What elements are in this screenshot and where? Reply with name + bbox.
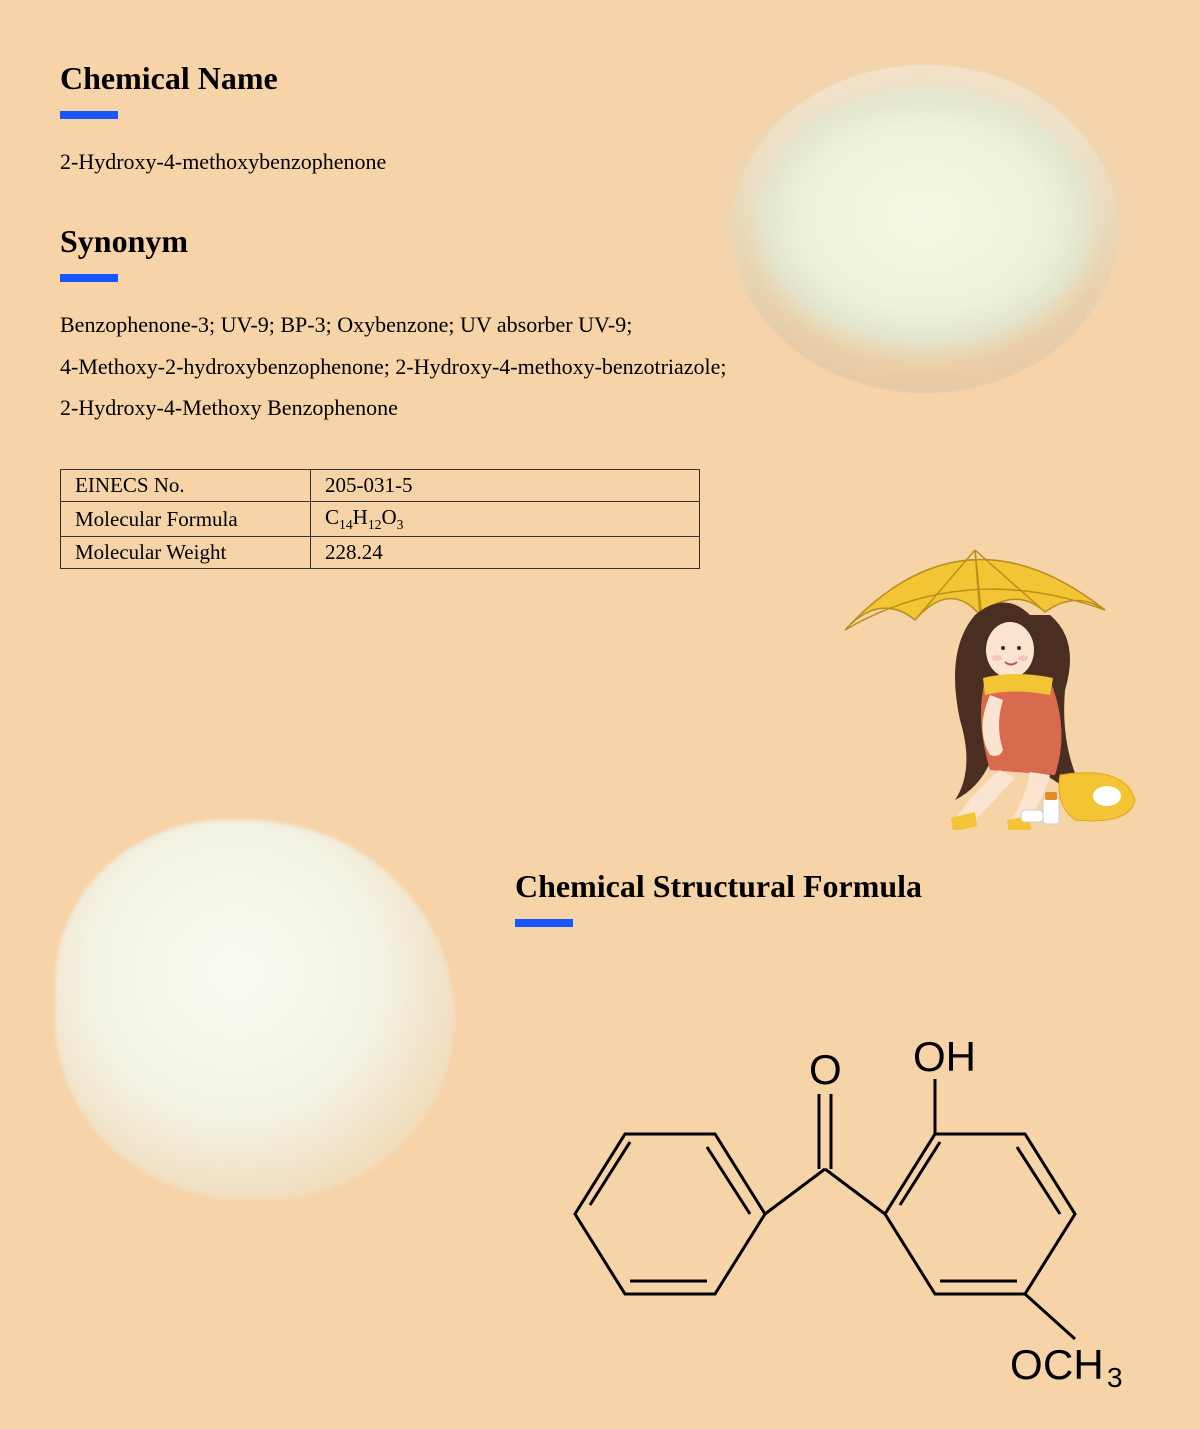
- atom-label-och3-c: CH: [1043, 1341, 1104, 1388]
- structural-formula-heading: Chemical Structural Formula: [515, 868, 1155, 905]
- atom-label-o: O: [809, 1046, 842, 1093]
- atom-label-och3-o: O: [1010, 1341, 1043, 1388]
- accent-bar: [60, 274, 118, 282]
- table-cell-label: Molecular Weight: [61, 537, 311, 569]
- table-cell-label: EINECS No.: [61, 470, 311, 502]
- table-cell-value: 205-031-5: [311, 470, 700, 502]
- atom-label-oh: OH: [913, 1033, 976, 1080]
- accent-bar: [515, 919, 573, 927]
- synonym-line-3: 2-Hydroxy-4-Methoxy Benzophenone: [60, 387, 780, 429]
- table-row: Molecular Weight 228.24: [61, 537, 700, 569]
- structural-formula-section: Chemical Structural Formula O OH: [515, 868, 1155, 1414]
- chemical-structure-diagram: O OH O CH 3: [515, 979, 1135, 1409]
- properties-table: EINECS No. 205-031-5 Molecular Formula C…: [60, 469, 700, 569]
- table-row: Molecular Formula C14H12O3: [61, 502, 700, 537]
- atom-label-och3-3: 3: [1107, 1362, 1123, 1393]
- table-cell-value: 228.24: [311, 537, 700, 569]
- accent-bar: [60, 111, 118, 119]
- table-cell-label: Molecular Formula: [61, 502, 311, 537]
- product-powder-dish-image: [695, 25, 1155, 425]
- chemical-name-value: 2-Hydroxy-4-methoxybenzophenone: [60, 141, 780, 183]
- girl-umbrella-illustration: [825, 520, 1145, 830]
- table-cell-value: C14H12O3: [311, 502, 700, 537]
- synonym-line-1: Benzophenone-3; UV-9; BP-3; Oxybenzone; …: [60, 304, 780, 346]
- product-powder-pile-image: [55, 820, 455, 1200]
- table-row: EINECS No. 205-031-5: [61, 470, 700, 502]
- synonym-line-2: 4-Methoxy-2-hydroxybenzophenone; 2-Hydro…: [60, 346, 780, 388]
